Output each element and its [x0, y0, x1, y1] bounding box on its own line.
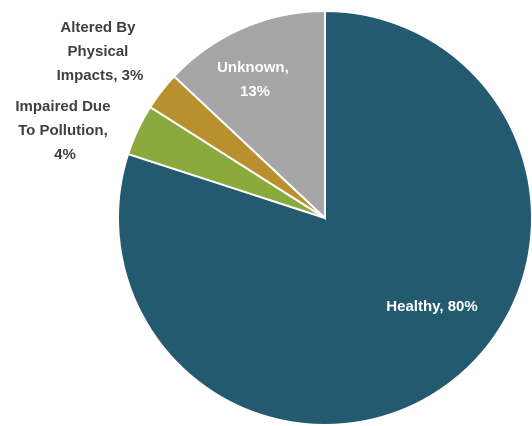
label-line: Physical	[67, 43, 132, 60]
label-line: Impaired Due	[15, 98, 114, 115]
label-line: Healthy, 80%	[386, 298, 477, 315]
label-line: Impacts, 3%	[57, 67, 144, 84]
label-line: 13%	[240, 83, 270, 100]
pie-slice	[172, 9, 326, 221]
label-line: Altered By	[60, 19, 139, 36]
slice-label: Healthy, 80%	[386, 298, 477, 315]
label-line: Unknown,	[217, 59, 293, 76]
label-line: To Pollution,	[18, 122, 112, 139]
slice-label: Altered By Physical Impacts, 3%	[57, 19, 144, 84]
label-line: 4%	[54, 146, 76, 163]
slice-label: Unknown, 13%	[217, 59, 293, 100]
slice-label: Impaired Due To Pollution, 4%	[15, 98, 114, 163]
